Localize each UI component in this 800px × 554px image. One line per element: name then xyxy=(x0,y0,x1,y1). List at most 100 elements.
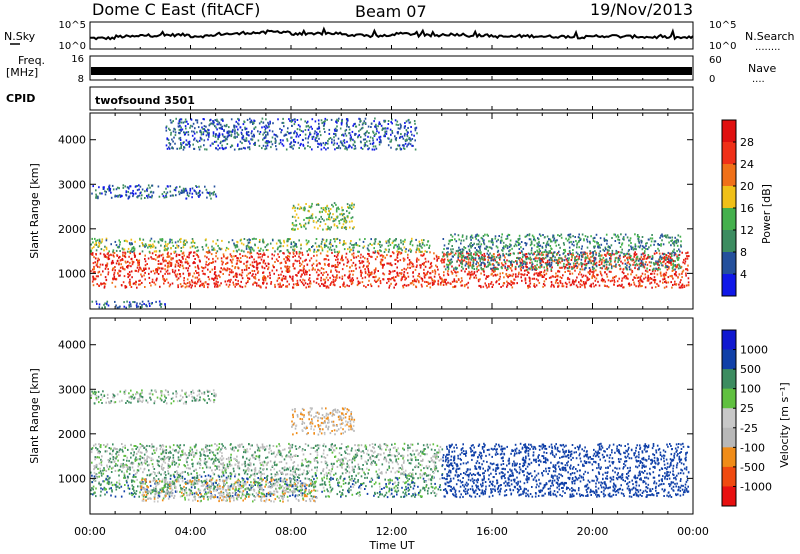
heatmap-cell xyxy=(447,258,449,261)
heatmap-cell xyxy=(322,228,324,231)
heatmap-cell xyxy=(511,281,514,284)
heatmap-cell xyxy=(335,134,337,137)
heatmap-cell xyxy=(462,259,464,262)
heatmap-cell xyxy=(426,285,428,287)
heatmap-cell xyxy=(637,285,640,288)
heatmap-cell xyxy=(487,259,490,262)
heatmap-cell xyxy=(368,274,371,277)
heatmap-cell xyxy=(420,277,423,280)
heatmap-cell xyxy=(530,266,532,269)
heatmap-cell xyxy=(506,285,508,288)
heatmap-cell xyxy=(606,285,608,288)
heatmap-cell xyxy=(135,304,138,307)
heatmap-cell xyxy=(263,267,266,270)
heatmap-cell xyxy=(626,268,629,271)
heatmap-cell xyxy=(396,266,398,269)
heatmap-cell xyxy=(230,118,233,121)
heatmap-cell xyxy=(222,147,224,150)
heatmap-cell xyxy=(124,286,127,289)
heatmap-cell xyxy=(179,264,182,266)
heatmap-cell xyxy=(367,125,370,128)
heatmap-cell xyxy=(286,238,289,241)
heatmap-cell xyxy=(169,240,171,243)
heatmap-cell xyxy=(237,257,239,260)
heatmap-cell xyxy=(308,216,310,219)
heatmap-cell xyxy=(468,252,470,255)
heatmap-cell xyxy=(480,256,483,258)
heatmap-cell xyxy=(309,133,312,136)
heatmap-cell xyxy=(237,143,239,146)
heatmap-cell xyxy=(478,251,481,254)
heatmap-cell xyxy=(523,274,525,277)
heatmap-cell xyxy=(493,253,495,256)
heatmap-cell xyxy=(374,117,376,120)
heatmap-cell xyxy=(199,131,202,133)
heatmap-cell xyxy=(492,259,495,262)
heatmap-cell xyxy=(341,142,343,145)
heatmap-cell xyxy=(451,239,453,241)
heatmap-cell xyxy=(339,286,341,288)
heatmap-cell xyxy=(514,243,517,246)
heatmap-cell xyxy=(178,190,180,193)
heatmap-cell xyxy=(622,272,625,275)
heatmap-cell xyxy=(350,217,353,220)
heatmap-cell xyxy=(180,118,182,121)
heatmap-cell xyxy=(296,260,298,263)
heatmap-cell xyxy=(676,255,678,258)
heatmap-cell xyxy=(325,276,328,279)
heatmap-cell xyxy=(364,276,367,279)
heatmap-cell xyxy=(350,136,352,139)
heatmap-cell xyxy=(201,126,203,129)
heatmap-cell xyxy=(293,118,296,121)
heatmap-cell xyxy=(127,247,130,250)
heatmap-cell xyxy=(170,262,173,265)
heatmap-cell xyxy=(635,285,637,288)
heatmap-cell xyxy=(482,268,485,271)
heatmap-cell xyxy=(402,286,405,289)
heatmap-cell xyxy=(368,279,370,282)
heatmap-cell xyxy=(317,283,320,286)
heatmap-cell xyxy=(491,286,494,288)
heatmap-cell xyxy=(583,238,585,241)
heatmap-cell xyxy=(258,249,260,252)
heatmap-cell xyxy=(674,280,676,283)
heatmap-cell xyxy=(411,237,413,240)
heatmap-cell xyxy=(228,283,231,286)
heatmap-cell xyxy=(279,139,282,141)
heatmap-cell xyxy=(373,148,376,151)
heatmap-cell xyxy=(324,117,327,120)
heatmap-cell xyxy=(597,242,599,244)
heatmap-cell xyxy=(164,259,167,262)
heatmap-cell xyxy=(467,273,470,276)
heatmap-cell xyxy=(167,281,170,284)
heatmap-cell xyxy=(628,239,630,242)
heatmap-cell xyxy=(467,261,470,264)
heatmap-cell xyxy=(165,270,168,273)
heatmap-cell xyxy=(598,244,600,246)
heatmap-cell xyxy=(368,254,370,257)
heatmap-cell xyxy=(95,300,98,303)
heatmap-cell xyxy=(104,267,107,270)
heatmap-cell xyxy=(547,244,550,247)
heatmap-cell xyxy=(531,268,534,271)
heatmap-cell xyxy=(131,247,134,250)
heatmap-cell xyxy=(299,265,301,267)
heatmap-cell xyxy=(412,263,414,266)
heatmap-cell xyxy=(643,255,645,258)
heatmap-cell xyxy=(284,277,287,280)
heatmap-cell xyxy=(266,126,269,129)
heatmap-cell xyxy=(447,253,450,256)
heatmap-cell xyxy=(545,244,547,247)
heatmap-cell xyxy=(299,269,301,272)
heatmap-cell xyxy=(151,278,154,281)
heatmap-cell xyxy=(98,242,101,245)
heatmap-cell xyxy=(288,118,290,121)
heatmap-cell xyxy=(267,249,269,252)
heatmap-cell xyxy=(128,250,131,253)
heatmap-cell xyxy=(434,280,436,283)
heatmap-cell xyxy=(410,239,413,242)
heatmap-cell xyxy=(140,268,142,271)
heatmap-cell xyxy=(318,210,321,213)
heatmap-cell xyxy=(604,280,606,283)
heatmap-cell xyxy=(381,254,383,257)
